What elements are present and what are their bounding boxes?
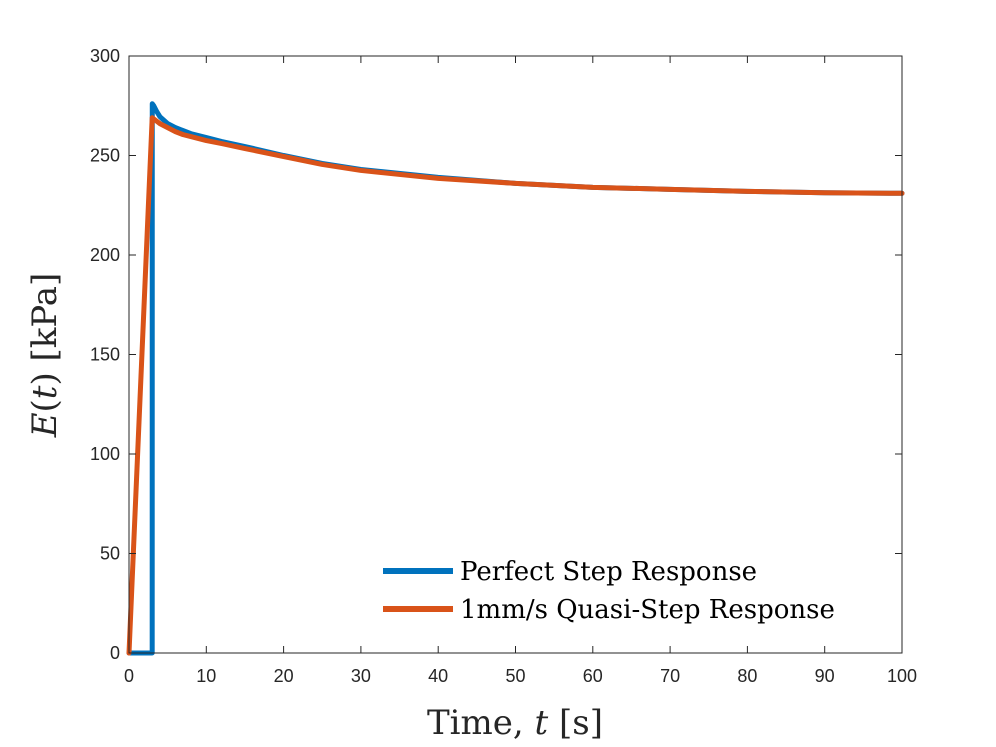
x-tick-label-8: 80 xyxy=(737,666,757,686)
x-axis-label: Time, t [s] xyxy=(427,703,603,743)
y-tick-label-0: 0 xyxy=(110,643,120,663)
y-tick-label-5: 250 xyxy=(90,146,120,166)
x-tick-label-5: 50 xyxy=(505,666,525,686)
x-tick-label-4: 40 xyxy=(428,666,448,686)
legend-label-perfect-step: Perfect Step Response xyxy=(460,557,757,587)
legend-label-quasi-step: 1mm/s Quasi-Step Response xyxy=(460,595,835,625)
x-tick-label-7: 70 xyxy=(660,666,680,686)
x-tick-label-3: 30 xyxy=(351,666,371,686)
y-tick-label-1: 50 xyxy=(100,544,120,564)
series-line-1 xyxy=(126,115,905,656)
x-tick-label-9: 90 xyxy=(815,666,835,686)
plot-background xyxy=(129,56,902,653)
legend: Perfect Step Response 1mm/s Quasi-Step R… xyxy=(383,557,835,625)
x-tick-label-6: 60 xyxy=(583,666,603,686)
x-tick-label-1: 10 xyxy=(196,666,216,686)
series-layer xyxy=(126,101,905,656)
y-axis-label: E(t) [kPa] xyxy=(25,273,65,439)
x-tick-label-0: 0 xyxy=(124,666,134,686)
ticks-layer xyxy=(128,55,903,654)
x-tick-label-10: 100 xyxy=(887,666,917,686)
y-tick-label-4: 200 xyxy=(90,245,120,265)
tick-labels-layer: 0 10 20 30 40 50 60 70 80 90 100 0 50 100 150 200 250 300 xyxy=(90,46,917,686)
x-tick-label-2: 20 xyxy=(274,666,294,686)
y-tick-label-3: 150 xyxy=(90,345,120,365)
y-tick-label-2: 100 xyxy=(90,444,120,464)
y-tick-label-6: 300 xyxy=(90,46,120,66)
